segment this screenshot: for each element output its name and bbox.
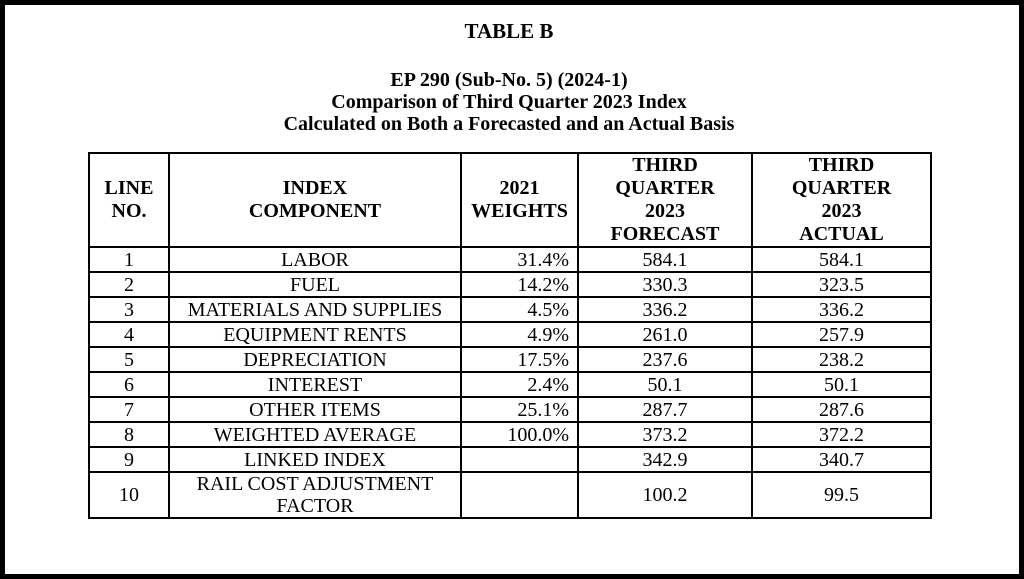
header-line: ACTUAL [799, 223, 884, 245]
cell-component: DEPRECIATION [168, 346, 462, 373]
table-row-rail-cost-adjustment-factor: 10 RAIL COST ADJUSTMENT FACTOR 100.2 99.… [88, 471, 932, 519]
table-row-fuel: 2 FUEL 14.2% 330.3 323.5 [88, 271, 932, 298]
cell-actual: 584.1 [751, 246, 932, 273]
cell-forecast: 287.7 [577, 396, 753, 423]
cell-forecast: 100.2 [577, 471, 753, 519]
document-content: TABLE B EP 290 (Sub-No. 5) (2024-1) Comp… [88, 5, 932, 519]
cell-weight: 14.2% [460, 271, 579, 298]
cell-component: FUEL [168, 271, 462, 298]
cell-component: EQUIPMENT RENTS [168, 321, 462, 348]
cell-component: WEIGHTED AVERAGE [168, 421, 462, 448]
col-header-q3-2023-actual: THIRD QUARTER 2023 ACTUAL [751, 152, 932, 248]
cell-actual: 257.9 [751, 321, 932, 348]
page-title: TABLE B [464, 19, 554, 43]
col-header-2021-weights: 2021 WEIGHTS [460, 152, 579, 248]
cell-weight: 100.0% [460, 421, 579, 448]
cell-forecast: 342.9 [577, 446, 753, 473]
cell-line-no: 2 [88, 271, 170, 298]
cell-forecast: 330.3 [577, 271, 753, 298]
cell-line-no: 1 [88, 246, 170, 273]
cell-actual: 336.2 [751, 296, 932, 323]
cell-component: LINKED INDEX [168, 446, 462, 473]
table-row-labor: 1 LABOR 31.4% 584.1 584.1 [88, 246, 932, 273]
cell-actual: 99.5 [751, 471, 932, 519]
col-header-q3-2023-forecast: THIRD QUARTER 2023 FORECAST [577, 152, 753, 248]
cell-actual: 287.6 [751, 396, 932, 423]
subtitle-line-proceeding: EP 290 (Sub-No. 5) (2024-1) [390, 69, 628, 91]
header-line: WEIGHTS [471, 200, 568, 222]
header-line: QUARTER [791, 177, 892, 199]
cell-weight: 31.4% [460, 246, 579, 273]
cell-line-no: 9 [88, 446, 170, 473]
cell-actual: 50.1 [751, 371, 932, 398]
cell-forecast: 50.1 [577, 371, 753, 398]
cell-forecast: 373.2 [577, 421, 753, 448]
cell-forecast: 584.1 [577, 246, 753, 273]
cell-weight: 17.5% [460, 346, 579, 373]
cell-actual: 340.7 [751, 446, 932, 473]
document-subtitle: EP 290 (Sub-No. 5) (2024-1) Comparison o… [88, 69, 930, 135]
subtitle-line-basis: Calculated on Both a Forecasted and an A… [283, 113, 735, 135]
cell-component: OTHER ITEMS [168, 396, 462, 423]
table-row-other-items: 7 OTHER ITEMS 25.1% 287.7 287.6 [88, 396, 932, 423]
cell-forecast: 261.0 [577, 321, 753, 348]
cell-line-no: 5 [88, 346, 170, 373]
cell-actual: 323.5 [751, 271, 932, 298]
cell-component: RAIL COST ADJUSTMENT FACTOR [168, 471, 462, 519]
cell-weight [460, 471, 579, 519]
table-row-equipment-rents: 4 EQUIPMENT RENTS 4.9% 261.0 257.9 [88, 321, 932, 348]
table-row-interest: 6 INTEREST 2.4% 50.1 50.1 [88, 371, 932, 398]
cell-line-no: 3 [88, 296, 170, 323]
index-comparison-table: LINE NO. INDEX COMPONENT 2021 WEIGHTS TH… [88, 152, 932, 519]
cell-actual: 238.2 [751, 346, 932, 373]
cell-weight: 2.4% [460, 371, 579, 398]
col-header-line-no: LINE NO. [88, 152, 170, 248]
header-line: NO. [111, 200, 147, 222]
cell-line-no: 8 [88, 421, 170, 448]
cell-component: INTEREST [168, 371, 462, 398]
header-line: COMPONENT [248, 200, 382, 222]
cell-weight: 25.1% [460, 396, 579, 423]
cell-weight [460, 446, 579, 473]
cell-weight: 4.9% [460, 321, 579, 348]
cell-component: MATERIALS AND SUPPLIES [168, 296, 462, 323]
subtitle-line-comparison: Comparison of Third Quarter 2023 Index [331, 91, 687, 113]
header-line: 2023 [645, 200, 685, 222]
header-line: THIRD [808, 154, 875, 176]
cell-line-no: 6 [88, 371, 170, 398]
table-row-weighted-average: 8 WEIGHTED AVERAGE 100.0% 373.2 372.2 [88, 421, 932, 448]
cell-line-no: 10 [88, 471, 170, 519]
header-line: THIRD [632, 154, 698, 176]
cell-line-no: 4 [88, 321, 170, 348]
header-line: INDEX [282, 177, 348, 199]
cell-component: LABOR [168, 246, 462, 273]
header-line: 2023 [821, 200, 862, 222]
cell-line-no: 7 [88, 396, 170, 423]
header-line: QUARTER [615, 177, 715, 199]
table-row-linked-index: 9 LINKED INDEX 342.9 340.7 [88, 446, 932, 473]
header-line: LINE [104, 177, 154, 199]
col-header-index-component: INDEX COMPONENT [168, 152, 462, 248]
header-line: 2021 [499, 177, 540, 199]
cell-forecast: 336.2 [577, 296, 753, 323]
table-header-row: LINE NO. INDEX COMPONENT 2021 WEIGHTS TH… [88, 152, 932, 248]
header-line: FORECAST [610, 223, 720, 245]
cell-actual: 372.2 [751, 421, 932, 448]
table-row-materials-and-supplies: 3 MATERIALS AND SUPPLIES 4.5% 336.2 336.… [88, 296, 932, 323]
cell-forecast: 237.6 [577, 346, 753, 373]
table-row-depreciation: 5 DEPRECIATION 17.5% 237.6 238.2 [88, 346, 932, 373]
cell-weight: 4.5% [460, 296, 579, 323]
